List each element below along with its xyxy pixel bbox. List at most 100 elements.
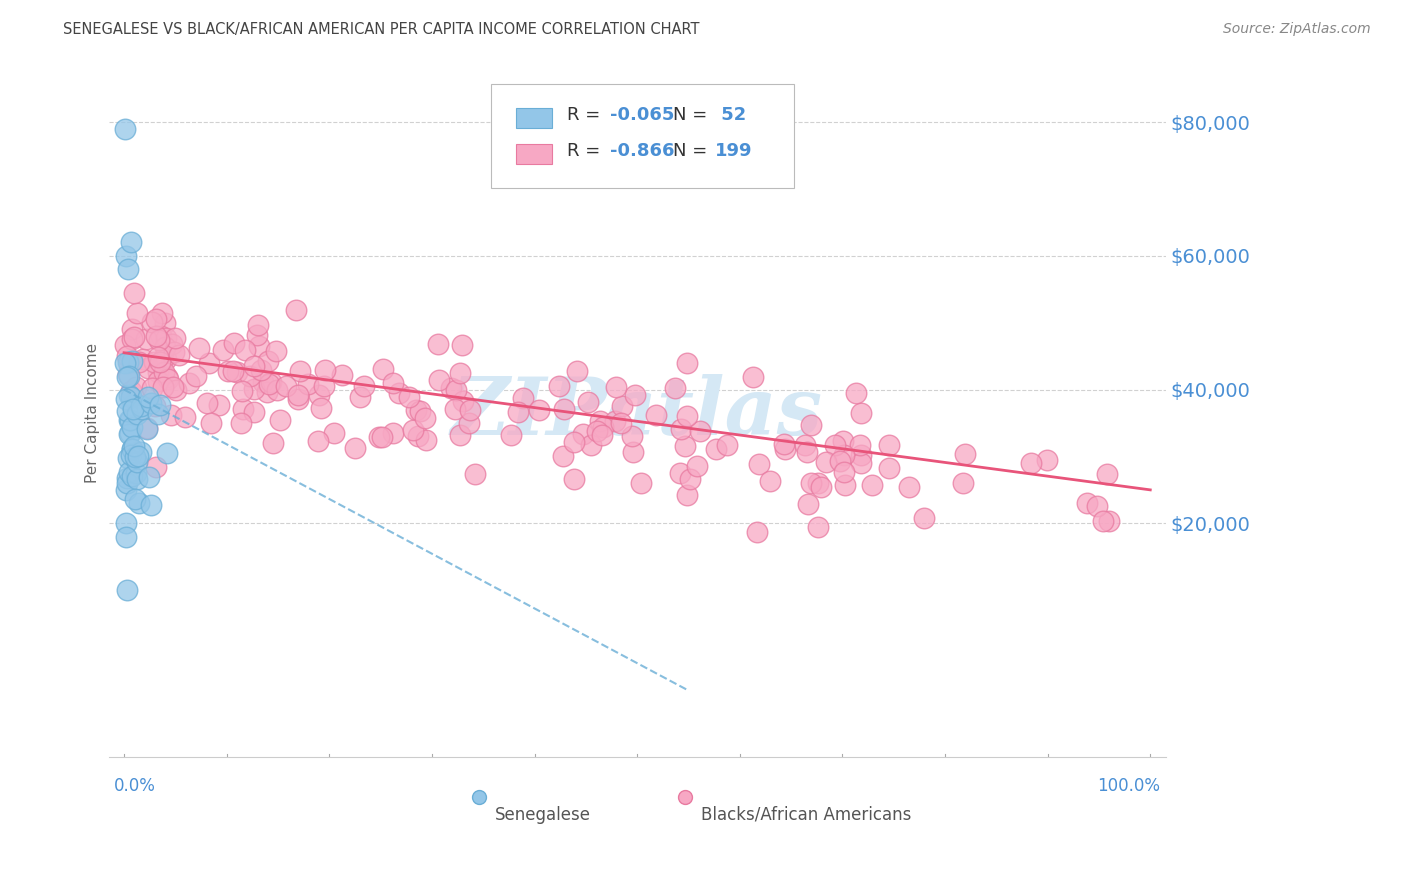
Point bbox=[120, 390, 142, 404]
Point bbox=[143, 355, 166, 369]
Point bbox=[458, 403, 481, 417]
Point bbox=[512, 392, 534, 406]
Point bbox=[297, 376, 319, 391]
Point bbox=[160, 409, 183, 423]
Point bbox=[115, 530, 138, 544]
Point bbox=[548, 379, 571, 393]
Point bbox=[716, 438, 738, 452]
Point bbox=[603, 414, 626, 428]
Point bbox=[678, 472, 700, 486]
Point bbox=[759, 474, 782, 488]
Point bbox=[287, 392, 309, 406]
Point bbox=[794, 438, 817, 452]
Point bbox=[312, 379, 335, 393]
Point bbox=[285, 303, 308, 318]
FancyBboxPatch shape bbox=[516, 144, 551, 164]
Point bbox=[232, 402, 254, 417]
Point bbox=[257, 377, 280, 392]
Point bbox=[125, 306, 148, 320]
Point bbox=[675, 488, 697, 502]
Point bbox=[239, 369, 262, 384]
Point bbox=[1019, 456, 1042, 470]
Point bbox=[451, 338, 474, 352]
Point bbox=[664, 381, 686, 395]
Point bbox=[332, 368, 354, 383]
Point bbox=[125, 472, 148, 486]
Point bbox=[562, 472, 585, 486]
Point bbox=[250, 363, 273, 377]
Point bbox=[446, 384, 468, 398]
Point bbox=[406, 429, 429, 443]
Point bbox=[686, 458, 709, 473]
Point bbox=[427, 373, 450, 387]
Point bbox=[152, 352, 174, 367]
Point bbox=[125, 380, 148, 394]
Point bbox=[179, 376, 201, 391]
Text: Senegalese: Senegalese bbox=[495, 805, 591, 823]
Point bbox=[153, 364, 176, 378]
Point bbox=[953, 446, 976, 460]
Point bbox=[233, 343, 256, 357]
Point bbox=[290, 364, 312, 378]
Point bbox=[129, 445, 152, 459]
Point bbox=[564, 434, 586, 449]
Point bbox=[1098, 514, 1121, 528]
Point bbox=[1035, 453, 1057, 467]
Point bbox=[527, 402, 550, 417]
Point bbox=[748, 457, 770, 471]
Point bbox=[773, 437, 796, 451]
Point bbox=[118, 413, 141, 427]
Point bbox=[591, 427, 613, 442]
Point bbox=[252, 375, 274, 389]
Point bbox=[630, 475, 652, 490]
Point bbox=[129, 399, 152, 413]
Point bbox=[127, 449, 149, 463]
Point bbox=[1085, 499, 1108, 513]
Point bbox=[165, 331, 187, 345]
Point bbox=[120, 448, 142, 462]
Point bbox=[114, 121, 136, 136]
Point bbox=[115, 583, 138, 598]
Point bbox=[408, 403, 430, 417]
Point bbox=[162, 379, 184, 393]
Point bbox=[464, 467, 486, 481]
Point bbox=[121, 468, 143, 483]
Point bbox=[150, 329, 173, 343]
Point bbox=[122, 401, 145, 416]
Text: Source: ZipAtlas.com: Source: ZipAtlas.com bbox=[1223, 22, 1371, 37]
Point bbox=[128, 496, 150, 510]
Point bbox=[118, 369, 141, 384]
Point bbox=[877, 461, 900, 475]
Point bbox=[371, 362, 394, 376]
Point bbox=[260, 375, 283, 389]
Point bbox=[118, 427, 141, 442]
Point bbox=[824, 438, 846, 452]
Point bbox=[322, 425, 344, 440]
Point bbox=[231, 384, 253, 398]
Point bbox=[162, 336, 184, 351]
Point bbox=[117, 355, 139, 369]
Point bbox=[138, 469, 160, 483]
Point bbox=[262, 436, 284, 450]
Point bbox=[224, 336, 246, 351]
Point bbox=[415, 411, 437, 425]
Point bbox=[197, 396, 219, 410]
Point bbox=[157, 372, 180, 386]
Point bbox=[669, 466, 692, 480]
Point bbox=[122, 286, 145, 301]
Point bbox=[349, 390, 371, 404]
Point bbox=[114, 249, 136, 263]
Point bbox=[115, 403, 138, 417]
Point bbox=[796, 444, 818, 458]
Point bbox=[208, 398, 231, 412]
Point bbox=[128, 355, 150, 369]
Point bbox=[439, 381, 461, 395]
Point bbox=[153, 340, 176, 354]
FancyBboxPatch shape bbox=[491, 84, 793, 187]
Point bbox=[125, 455, 148, 469]
Point bbox=[114, 337, 136, 351]
Text: Blacks/African Americans: Blacks/African Americans bbox=[700, 805, 911, 823]
Point bbox=[851, 448, 873, 462]
Point bbox=[211, 343, 233, 357]
Point bbox=[747, 525, 769, 540]
